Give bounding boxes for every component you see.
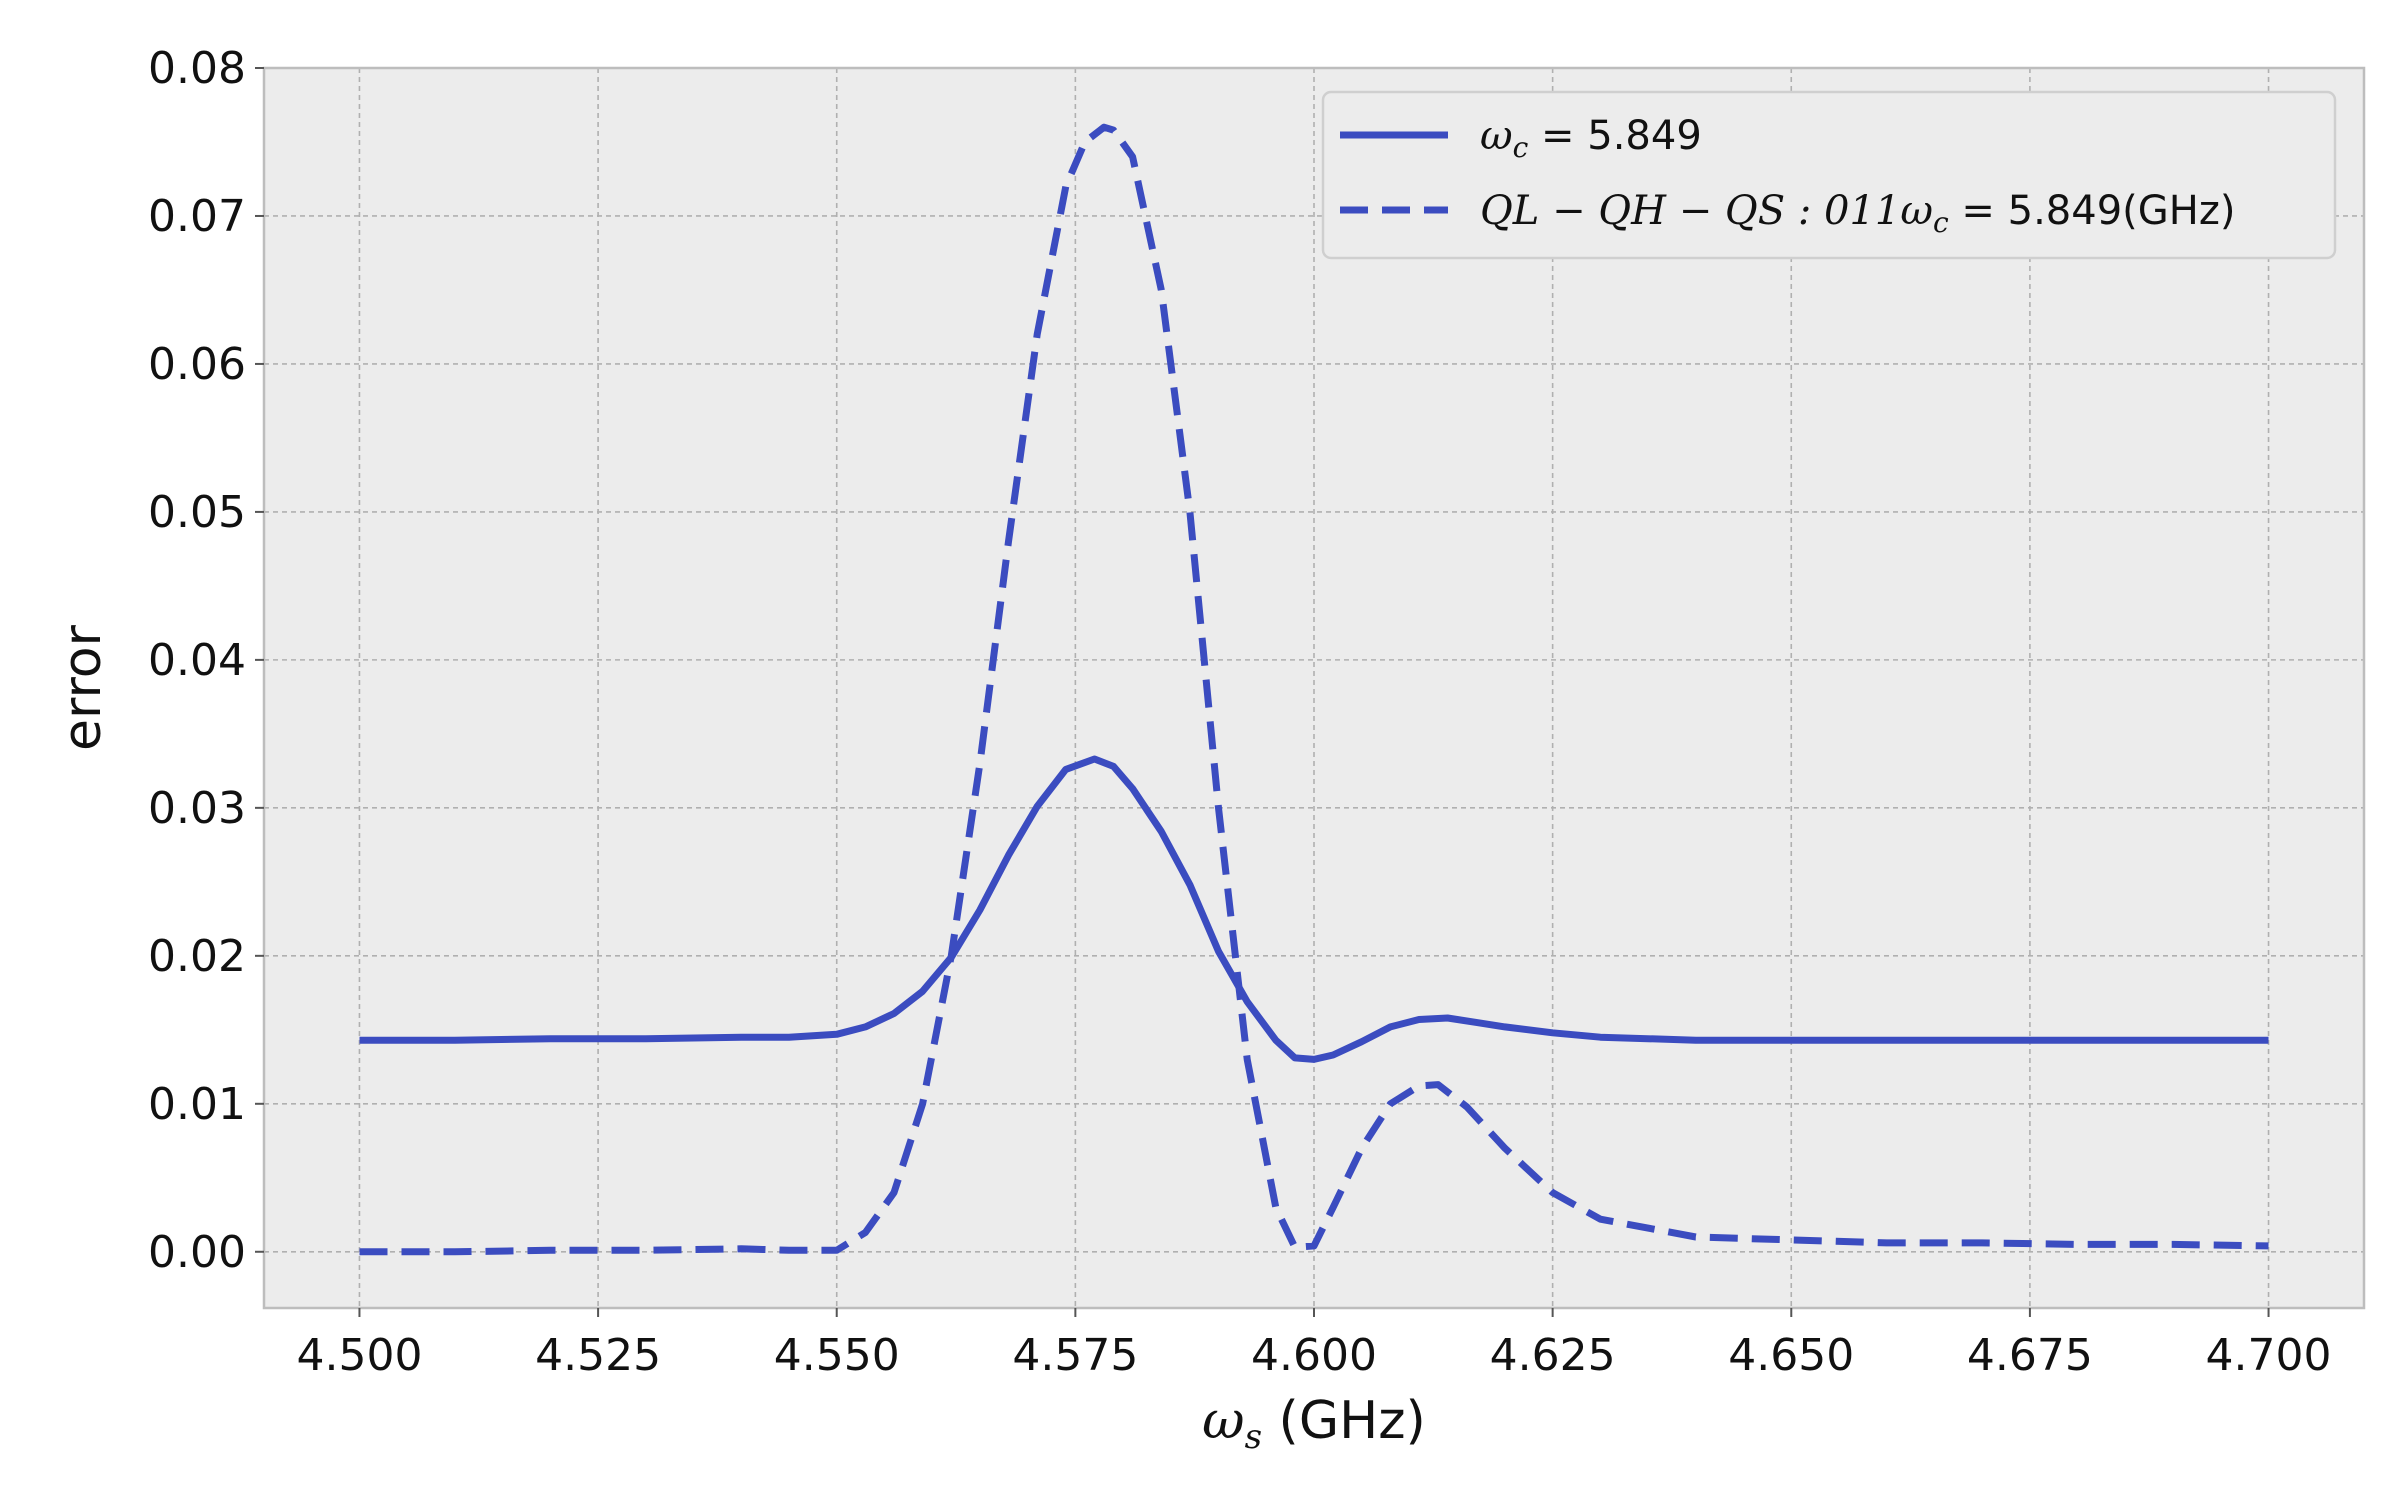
- x-tick-label: 4.675: [1967, 1330, 2093, 1381]
- x-axis-label-symbol: ω: [1202, 1391, 1244, 1451]
- x-tick-label: 4.500: [296, 1330, 422, 1381]
- y-tick-label: 0.00: [148, 1227, 246, 1278]
- series-line-dashed: [359, 123, 2269, 1256]
- legend-entry-2-math: QL − QH − QS : 011ω: [1480, 188, 1933, 234]
- x-axis-label-unit: (GHz): [1262, 1391, 1426, 1451]
- y-axis-label: error: [53, 624, 113, 751]
- y-tick-label: 0.03: [148, 783, 246, 834]
- x-axis-label-subscript: s: [1245, 1417, 1262, 1457]
- y-tick-label: 0.01: [148, 1079, 246, 1130]
- y-tick-label: 0.08: [148, 43, 246, 94]
- series-layer: [359, 123, 2269, 1256]
- legend: ωc = 5.849 QL − QH − QS : 011ωc = 5.849(…: [1321, 90, 2337, 260]
- y-tick-label: 0.06: [148, 339, 246, 390]
- legend-entry-1: ωc = 5.849: [1480, 113, 1702, 164]
- x-axis-ticks: 4.500 4.525 4.550 4.575 4.600 4.625 4.650 4.675…: [296, 1308, 2332, 1381]
- legend-entry-1-sub: c: [1513, 131, 1529, 164]
- x-tick-label: 4.650: [1728, 1330, 1854, 1381]
- x-tick-label: 4.700: [2206, 1330, 2332, 1381]
- legend-entry-2: QL − QH − QS : 011ωc = 5.849(GHz): [1480, 188, 2235, 239]
- y-tick-label: 0.04: [148, 635, 246, 686]
- series-line-solid: [359, 755, 2269, 1063]
- x-tick-label: 4.525: [535, 1330, 661, 1381]
- y-tick-label: 0.02: [148, 931, 246, 982]
- legend-entry-1-math: ω: [1480, 113, 1513, 159]
- legend-entry-1-text: = 5.849: [1528, 113, 1701, 159]
- y-tick-label: 0.05: [148, 487, 246, 538]
- y-tick-label: 0.07: [148, 191, 246, 242]
- x-tick-label: 4.600: [1251, 1330, 1377, 1381]
- legend-entry-2-text: = 5.849(GHz): [1949, 188, 2236, 234]
- x-axis-label: ωs (GHz): [1202, 1391, 1426, 1457]
- plot-area: [264, 68, 2364, 1308]
- x-tick-label: 4.575: [1012, 1330, 1138, 1381]
- y-axis-ticks: 0.00 0.01 0.02 0.03 0.04 0.05 0.06 0.07 0.08: [148, 43, 264, 1278]
- x-tick-label: 4.550: [774, 1330, 900, 1381]
- legend-entry-2-sub: c: [1933, 206, 1949, 239]
- x-tick-label: 4.625: [1490, 1330, 1616, 1381]
- legend-box: [1321, 90, 2337, 260]
